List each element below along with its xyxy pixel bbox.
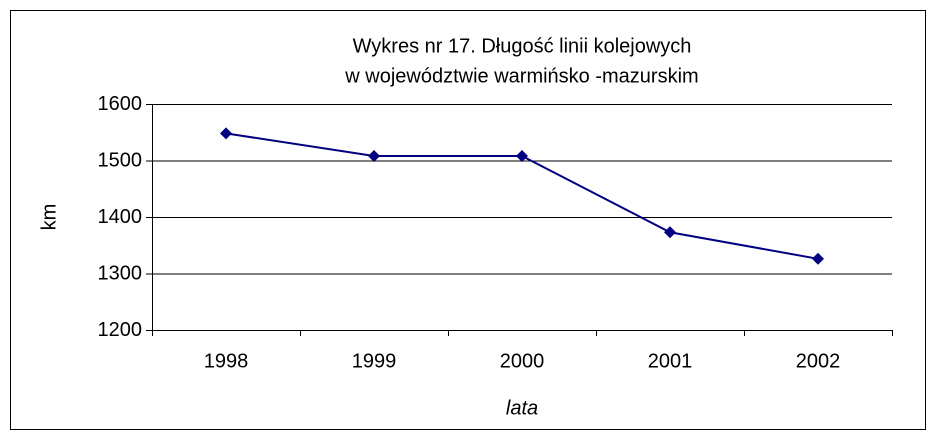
y-axis-label: km <box>38 204 60 231</box>
y-tick-label: 1500 <box>98 149 143 171</box>
x-tick-label: 2000 <box>500 350 545 372</box>
y-tick-label: 1200 <box>98 319 143 341</box>
x-tick-label: 1998 <box>204 350 249 372</box>
x-axis-label: lata <box>506 397 538 419</box>
chart-title: w województwie warmińsko -mazurskim <box>344 65 698 87</box>
marker <box>664 226 676 239</box>
chart-title: Wykres nr 17. Długość linii kolejowych <box>353 35 692 57</box>
x-tick-label: 1999 <box>352 350 397 372</box>
marker <box>220 127 232 140</box>
marker <box>812 252 824 265</box>
x-tick-label: 2002 <box>796 350 841 372</box>
y-tick-label: 1600 <box>98 93 143 115</box>
marker <box>516 149 528 162</box>
marker <box>368 149 380 162</box>
x-tick-label: 2001 <box>648 350 693 372</box>
y-tick-label: 1400 <box>98 206 143 228</box>
chart-border <box>10 10 926 430</box>
y-tick-label: 1300 <box>98 262 143 284</box>
